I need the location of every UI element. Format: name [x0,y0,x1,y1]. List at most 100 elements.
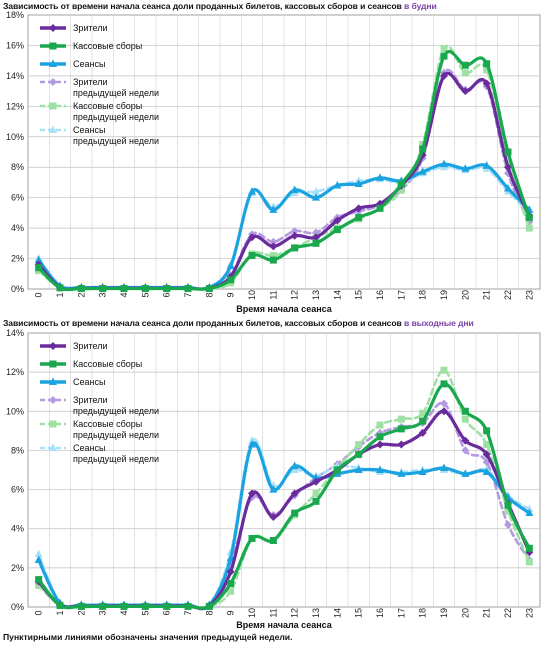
data-point-diamond [269,242,278,251]
data-point-triangle [290,185,299,194]
legend-item: Сеансы [40,59,105,69]
x-tick-label: 15 [354,608,364,618]
legend-label: Сеансы [73,125,105,135]
data-point-triangle [354,465,363,473]
data-point-triangle [525,508,534,517]
legend-swatch-marker [49,443,57,451]
x-tick-label: 21 [482,608,492,618]
y-tick-label: 4% [11,223,24,233]
data-point-diamond [461,446,470,455]
x-tick-label: 13 [311,290,321,300]
data-point-square [56,601,64,609]
legend-label: Зрители [73,23,107,33]
x-tick-label: 5 [140,610,150,615]
data-point-square [440,52,448,60]
x-tick-label: 3 [98,292,108,297]
y-tick-label: 0% [11,284,24,294]
x-tick-label: 21 [482,290,492,300]
data-point-square [99,602,107,610]
data-point-diamond [504,163,512,172]
data-point-square [269,256,277,264]
x-axis-label: Время начала сеанса [236,620,333,630]
x-tick-label: 12 [290,608,300,618]
legend-label: предыдущей недели [73,454,159,464]
data-point-triangle [312,187,320,195]
data-point-diamond [440,399,448,408]
data-point-triangle [440,463,448,472]
legend-label: предыдущей недели [73,406,159,416]
y-tick-label: 6% [11,193,24,203]
data-point-triangle [354,179,363,187]
data-point-square [397,186,405,194]
x-tick-label: 7 [183,610,193,615]
x-tick-label: 19 [439,608,449,618]
legend-swatch-marker [49,102,57,110]
y-tick-label: 6% [11,485,24,495]
y-tick-label: 0% [11,602,24,612]
data-point-triangle [34,255,43,264]
data-point-square [312,239,320,247]
x-tick-label: 17 [396,290,406,300]
legend-label: Зрители [73,395,107,405]
x-tick-label: 1 [55,292,65,297]
data-point-square [333,226,341,234]
data-point-triangle [461,469,470,477]
y-tick-label: 18% [6,10,24,20]
data-point-square [525,213,533,221]
data-point-square [525,224,533,232]
data-point-square [227,587,235,595]
x-tick-label: 23 [524,608,534,618]
y-tick-label: 14% [6,328,24,338]
data-point-square [120,285,128,293]
chart-title-weekends: Зависимость от времени начала сеанса дол… [3,318,474,328]
x-tick-label: 17 [396,608,406,618]
legend-label: предыдущей недели [73,430,159,440]
legend-swatch-marker [49,125,57,133]
data-point-square [355,441,363,449]
x-tick-label: 14 [332,608,342,618]
x-tick-label: 10 [247,608,257,618]
data-point-triangle [269,485,278,493]
data-point-triangle [34,549,43,558]
x-axis-label: Время начала сеанса [236,304,333,314]
y-tick-label: 8% [11,445,24,455]
y-tick-label: 14% [6,71,24,81]
chart-weekdays: 0%2%4%6%8%10%12%14%16%18%0 1 2 3 4 5 6 7 8 9 10 11 1… [6,10,541,314]
x-tick-label: 9 [226,292,236,297]
data-point-square [440,44,448,52]
data-point-triangle [290,461,299,470]
legend-swatch-marker [49,342,57,350]
y-tick-label: 12% [6,101,24,111]
data-point-square [419,417,427,425]
data-point-diamond [418,428,427,437]
data-point-square [56,284,64,292]
data-point-triangle [226,261,235,270]
data-point-square [461,69,469,77]
series-1 [35,49,533,293]
data-point-square [77,602,85,610]
x-tick-label: 8 [204,292,214,297]
data-point-square [419,409,427,417]
legend-item: Зрители [40,341,107,351]
data-point-triangle [376,173,384,181]
data-point-square [397,425,405,433]
chart-title-weekdays: Зависимость от времени начала сеанса дол… [3,1,437,11]
data-point-square [163,285,171,293]
legend-swatch-marker [49,360,57,368]
data-point-triangle [461,164,470,172]
data-point-triangle [290,465,299,473]
data-point-triangle [34,555,43,564]
data-point-square [504,148,512,156]
data-point-triangle [482,467,491,475]
x-tick-label: 6 [162,610,172,615]
data-point-diamond [461,87,470,96]
data-point-square [397,415,405,423]
data-point-square [141,285,149,293]
data-point-diamond [482,79,491,88]
data-point-square [35,264,43,272]
data-point-square [525,544,533,552]
data-point-square [184,602,192,610]
